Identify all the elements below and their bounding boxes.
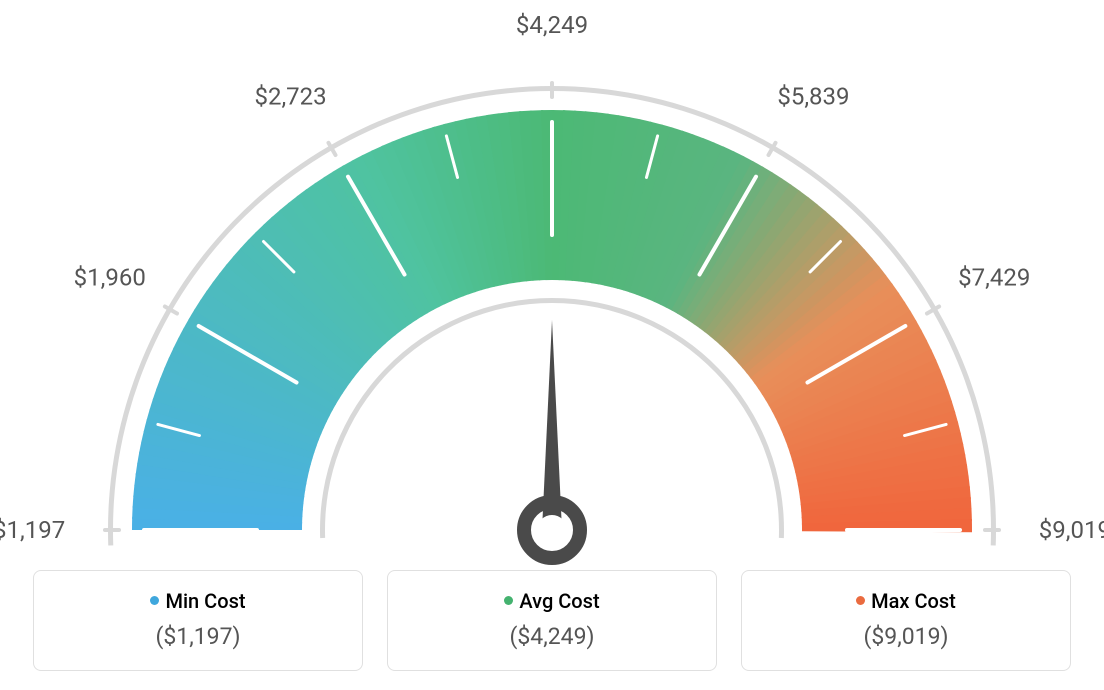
avg-dot-icon — [504, 596, 513, 605]
min-cost-value: ($1,197) — [54, 623, 342, 650]
max-cost-value: ($9,019) — [762, 623, 1050, 650]
gauge-tick-label: $1,197 — [0, 516, 65, 544]
gauge-tick-label: $5,839 — [777, 83, 849, 111]
max-cost-label: Max Cost — [762, 589, 1050, 613]
avg-cost-value: ($4,249) — [408, 623, 696, 650]
gauge-svg — [22, 20, 1082, 580]
cost-cards-row: Min Cost ($1,197) Avg Cost ($4,249) Max … — [0, 570, 1104, 671]
gauge-tick-label: $2,723 — [254, 83, 326, 111]
min-label-text: Min Cost — [165, 589, 245, 613]
min-cost-card: Min Cost ($1,197) — [33, 570, 363, 671]
avg-cost-card: Avg Cost ($4,249) — [387, 570, 717, 671]
gauge-chart: $1,197 $1,960 $2,723 $4,249 $5,839 $7,429 $9,0… — [0, 0, 1104, 560]
gauge-tick-label: $9,019 — [1039, 516, 1104, 544]
min-dot-icon — [150, 596, 159, 605]
max-cost-card: Max Cost ($9,019) — [741, 570, 1071, 671]
gauge-tick-label: $1,960 — [74, 263, 146, 291]
gauge-tick-label: $4,249 — [516, 11, 588, 39]
min-cost-label: Min Cost — [54, 589, 342, 613]
avg-cost-label: Avg Cost — [408, 589, 696, 613]
gauge-tick-label: $7,429 — [958, 263, 1030, 291]
avg-label-text: Avg Cost — [519, 589, 599, 613]
max-dot-icon — [856, 596, 865, 605]
max-label-text: Max Cost — [871, 589, 956, 613]
